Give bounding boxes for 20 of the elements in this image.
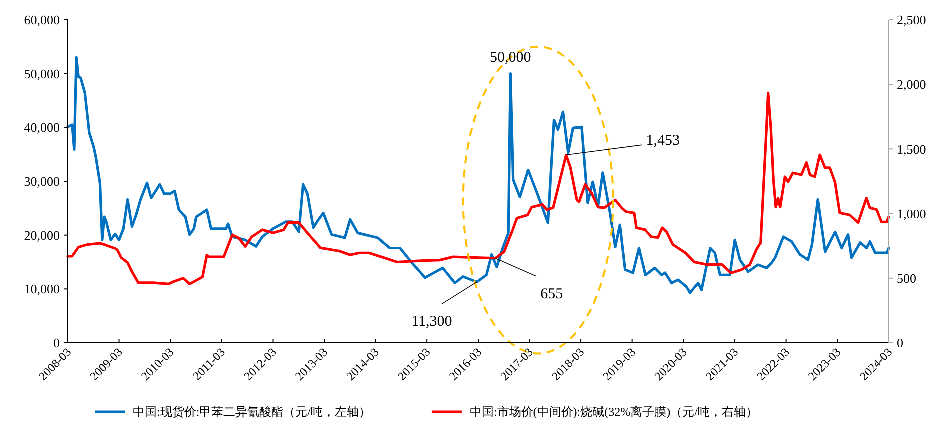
legend-label: 中国:现货价:甲苯二异氰酸酯（元/吨，左轴）: [133, 405, 372, 420]
annotation: 1,453: [646, 133, 680, 150]
y2-tick-label: 2,500: [897, 12, 926, 28]
y2-tick-label: 2,000: [897, 77, 926, 92]
y-tick-label: 50,000: [24, 66, 60, 82]
y-tick-label: 30,000: [24, 174, 60, 190]
y2-tick-label: 1,500: [897, 142, 926, 157]
y2-tick-label: 500: [897, 270, 916, 286]
y-tick-label: 10,000: [24, 282, 60, 297]
line-series: [66, 92, 890, 286]
annotation: 50,000: [490, 50, 532, 66]
y2-tick-label: 0: [897, 336, 904, 351]
y2-tick-label: 1,000: [897, 206, 926, 222]
y-tick-label: 20,000: [24, 228, 60, 243]
annotation: 11,300: [412, 314, 452, 330]
y-tick-label: 40,000: [24, 120, 60, 136]
legend-label: 中国:市场价(中间价):烧碱(32%离子膜)（元/吨，右轴）: [470, 405, 758, 420]
annotation: 655: [540, 286, 564, 302]
y-tick-label: 0: [54, 336, 60, 351]
y-tick-label: 60,000: [24, 12, 60, 28]
